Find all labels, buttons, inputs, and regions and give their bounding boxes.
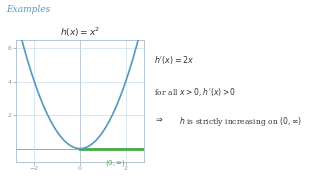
Text: $h$ is strictly increasing on $(0, \infty)$: $h$ is strictly increasing on $(0, \inft… (179, 115, 302, 128)
Text: for all $x > 0$, $h'(x) > 0$: for all $x > 0$, $h'(x) > 0$ (154, 86, 236, 98)
Text: $(0, \infty)$: $(0, \infty)$ (105, 158, 126, 168)
Title: $h(x) = x^2$: $h(x) = x^2$ (60, 26, 100, 39)
Text: $\Rightarrow$: $\Rightarrow$ (154, 115, 164, 123)
Text: Examples: Examples (6, 5, 51, 14)
Text: $h'(x) = 2x$: $h'(x) = 2x$ (154, 54, 194, 66)
